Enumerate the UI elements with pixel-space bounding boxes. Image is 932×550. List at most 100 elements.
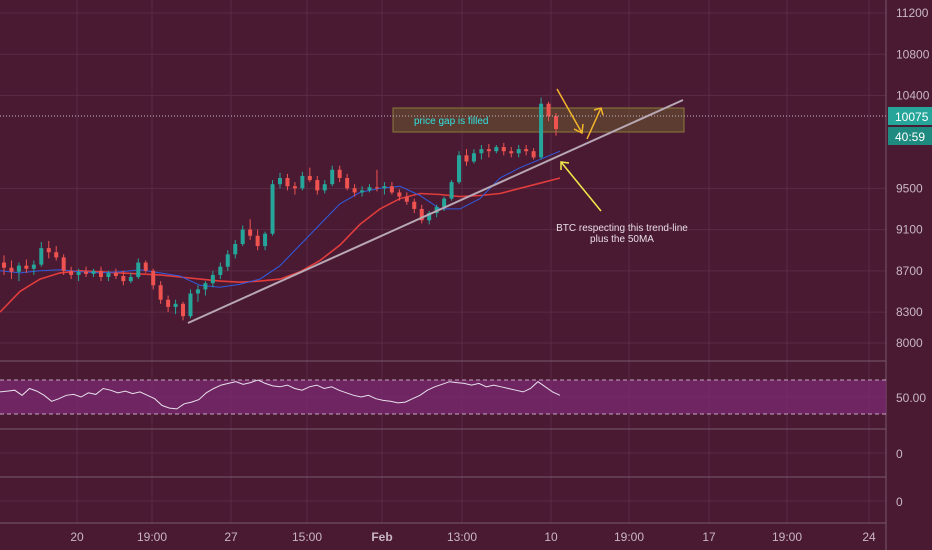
- candle-body: [292, 186, 297, 189]
- candle-body: [337, 169, 342, 178]
- time-tick: 20: [70, 530, 84, 544]
- candle-body: [524, 149, 529, 152]
- candle-body: [54, 252, 59, 258]
- time-tick: 19:00: [772, 530, 802, 544]
- candle-body: [307, 175, 312, 181]
- rsi-line: [0, 379, 561, 410]
- candle-body: [16, 265, 21, 272]
- candle-body: [322, 184, 327, 191]
- price-axis[interactable]: 11200 10800 10400 9500 9100 8700 8300 8000: [896, 6, 930, 350]
- candle-body: [509, 151, 514, 154]
- candle-body: [486, 149, 491, 152]
- lower-pane-tick-1: 0: [896, 447, 903, 461]
- candle-body: [9, 267, 14, 272]
- candle-body: [240, 229, 245, 244]
- last-price-badge: [888, 107, 932, 125]
- candle-body: [225, 254, 230, 267]
- candle-body: [352, 188, 357, 193]
- candle-body: [374, 187, 379, 189]
- candle-body: [404, 196, 409, 202]
- countdown-value: 40:59: [895, 130, 925, 144]
- candle-body: [98, 270, 103, 277]
- time-tick: 13:00: [447, 530, 477, 544]
- candle-body: [158, 285, 163, 300]
- price-tick: 8000: [896, 336, 923, 350]
- candle-body: [382, 186, 387, 189]
- annotation-line-1: BTC respecting this trend-line: [556, 223, 688, 234]
- candle-body: [255, 235, 260, 247]
- candle-body: [84, 271, 89, 274]
- time-tick: 19:00: [137, 530, 167, 544]
- candle-body: [69, 270, 74, 275]
- candle-body: [181, 303, 186, 317]
- candle-body: [442, 198, 447, 207]
- candle-body: [516, 149, 521, 154]
- trend-line[interactable]: [187, 99, 684, 324]
- time-tick: 27: [224, 530, 238, 544]
- price-tick: 11200: [896, 6, 929, 20]
- price-tick: 8300: [896, 305, 923, 319]
- candle-body: [106, 272, 111, 277]
- candle-body: [449, 182, 454, 199]
- candle-body: [531, 151, 536, 158]
- candle-body: [360, 190, 365, 193]
- candles: [2, 97, 558, 321]
- candle-body: [203, 283, 208, 290]
- annotation-line-2: plus the 50MA: [590, 234, 654, 245]
- candle-body: [248, 229, 253, 236]
- candle-body: [39, 248, 44, 265]
- pane-separators: [0, 0, 887, 550]
- price-gap-label: price gap is filled: [414, 116, 488, 127]
- candle-body: [471, 153, 476, 162]
- forecast-arrows: [556, 88, 604, 212]
- candle-body: [91, 270, 96, 274]
- candle-body: [143, 262, 148, 271]
- time-tick: 24: [862, 530, 876, 544]
- candle-body: [457, 155, 462, 183]
- candle-body: [285, 178, 290, 187]
- candle-body: [76, 271, 81, 275]
- lower-pane-tick-2: 0: [896, 495, 903, 509]
- price-tick: 10400: [896, 89, 930, 103]
- rsi-band: [0, 380, 886, 414]
- price-gap-zone: [392, 107, 685, 133]
- candle-body: [218, 266, 223, 275]
- candle-body: [427, 213, 432, 221]
- candle-body: [151, 270, 156, 286]
- candle-body: [389, 186, 394, 193]
- candle-body: [173, 303, 178, 307]
- time-axis[interactable]: 20 19:00 27 15:00 Feb 13:00 10 19:00 17 19:00 24: [70, 530, 876, 544]
- candle-body: [61, 257, 66, 271]
- candle-body: [233, 244, 238, 255]
- candle-body: [188, 293, 193, 317]
- candle-body: [546, 103, 551, 117]
- time-tick: Feb: [371, 530, 392, 544]
- candle-body: [554, 116, 558, 130]
- candle-body: [46, 248, 51, 253]
- candle-body: [412, 201, 417, 209]
- candle-body: [539, 103, 544, 158]
- price-tick: 10800: [896, 47, 930, 61]
- candle-body: [278, 178, 282, 185]
- candle-body: [263, 233, 268, 247]
- candle-body: [31, 264, 36, 269]
- candle-body: [195, 289, 200, 294]
- candle-body: [113, 272, 118, 276]
- candle-body: [136, 262, 141, 277]
- countdown-badge: [888, 127, 932, 145]
- candle-body: [367, 187, 372, 191]
- candle-body: [315, 180, 320, 191]
- time-tick: 19:00: [614, 530, 644, 544]
- candle-body: [24, 265, 29, 269]
- candle-body: [345, 178, 350, 189]
- rsi-tick: 50.00: [896, 391, 926, 405]
- last-price-value: 10075: [895, 110, 929, 124]
- candle-body: [128, 277, 133, 282]
- price-tick: 9500: [896, 181, 923, 195]
- candle-body: [501, 147, 506, 152]
- candle-body: [2, 262, 6, 268]
- price-tick: 9100: [896, 223, 923, 237]
- price-tick: 8700: [896, 264, 923, 278]
- candle-body: [121, 275, 126, 282]
